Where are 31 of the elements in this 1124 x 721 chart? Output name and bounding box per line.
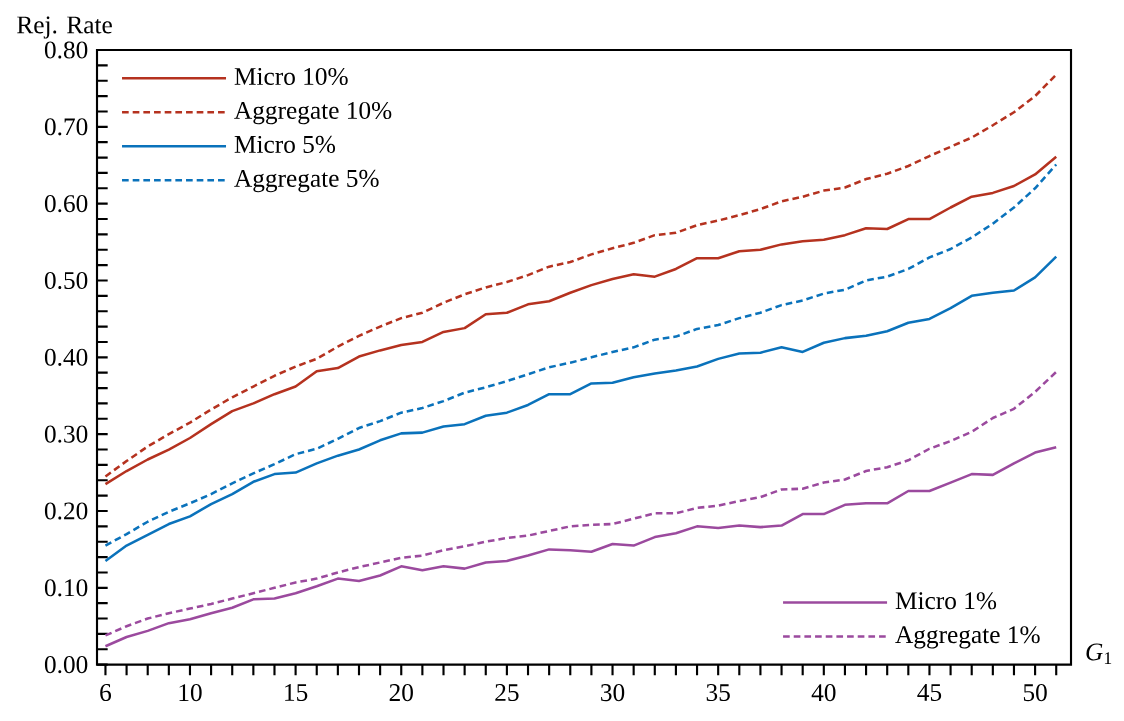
y-tick-label: 0.60 <box>44 195 88 213</box>
y-tick-label: 0.10 <box>44 579 88 597</box>
y-tick-label: 0.70 <box>44 118 88 136</box>
line-series <box>104 163 1058 548</box>
x-tick-label: 45 <box>917 684 942 702</box>
y-tick-label: 0.50 <box>44 272 88 290</box>
legend-label: Micro 1% <box>895 592 997 610</box>
x-tick-label: 35 <box>706 684 730 702</box>
x-axis-title: G$_{1}$ <box>1086 643 1112 665</box>
legend-label: Aggregate 1% <box>895 626 1040 649</box>
x-tick-label: 20 <box>389 684 413 702</box>
x-tick-label: 40 <box>811 684 836 702</box>
line-series <box>104 446 1058 648</box>
x-tick-label: 15 <box>285 684 308 702</box>
y-tick-label: 0.20 <box>44 502 88 520</box>
x-tick-label: 6 <box>100 684 112 702</box>
legend-label: Micro 10% <box>234 68 348 86</box>
y-axis-title: Rej. Rate <box>17 16 112 39</box>
legend-label: Aggregate 10% <box>234 102 392 125</box>
x-tick-label: 10 <box>179 684 202 702</box>
y-tick-label: 0.30 <box>44 425 88 443</box>
legend-label: Micro 5% <box>234 136 336 154</box>
x-tick-label: 30 <box>601 684 625 702</box>
line-series <box>104 155 1058 486</box>
x-tick-label: 25 <box>495 684 519 702</box>
legend-label: Aggregate 5% <box>234 170 379 193</box>
y-tick-label: 0.80 <box>44 41 88 59</box>
line-series <box>104 255 1058 563</box>
y-tick-label: 0.40 <box>44 348 88 367</box>
y-tick-label: 0.00 <box>44 656 88 674</box>
x-tick-label: 50 <box>1023 684 1047 702</box>
